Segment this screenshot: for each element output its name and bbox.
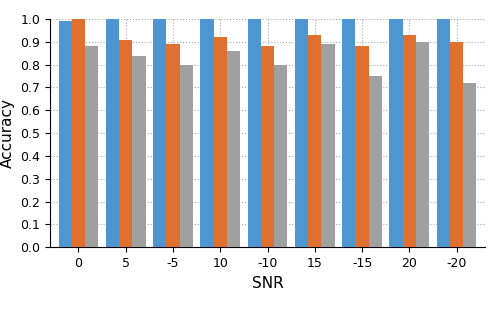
Bar	[119, 40, 132, 247]
Bar	[132, 55, 145, 247]
Bar	[58, 21, 72, 247]
Y-axis label: Accuracy: Accuracy	[0, 98, 14, 168]
Bar	[200, 19, 213, 247]
Bar	[85, 46, 98, 247]
Bar	[227, 51, 240, 247]
Bar	[322, 44, 334, 247]
Bar	[356, 46, 368, 247]
Bar	[166, 44, 179, 247]
Bar	[180, 65, 193, 247]
Bar	[342, 19, 355, 247]
Bar	[153, 19, 166, 247]
Bar	[214, 37, 227, 247]
Bar	[261, 46, 274, 247]
Bar	[463, 83, 476, 247]
Bar	[437, 19, 450, 247]
Bar	[416, 42, 429, 247]
Bar	[368, 76, 382, 247]
Bar	[402, 35, 416, 247]
Bar	[450, 42, 464, 247]
Bar	[390, 19, 402, 247]
Bar	[274, 65, 287, 247]
Bar	[106, 19, 119, 247]
X-axis label: SNR: SNR	[252, 275, 284, 291]
Bar	[295, 19, 308, 247]
Bar	[308, 35, 322, 247]
Bar	[72, 19, 85, 247]
Bar	[248, 19, 261, 247]
